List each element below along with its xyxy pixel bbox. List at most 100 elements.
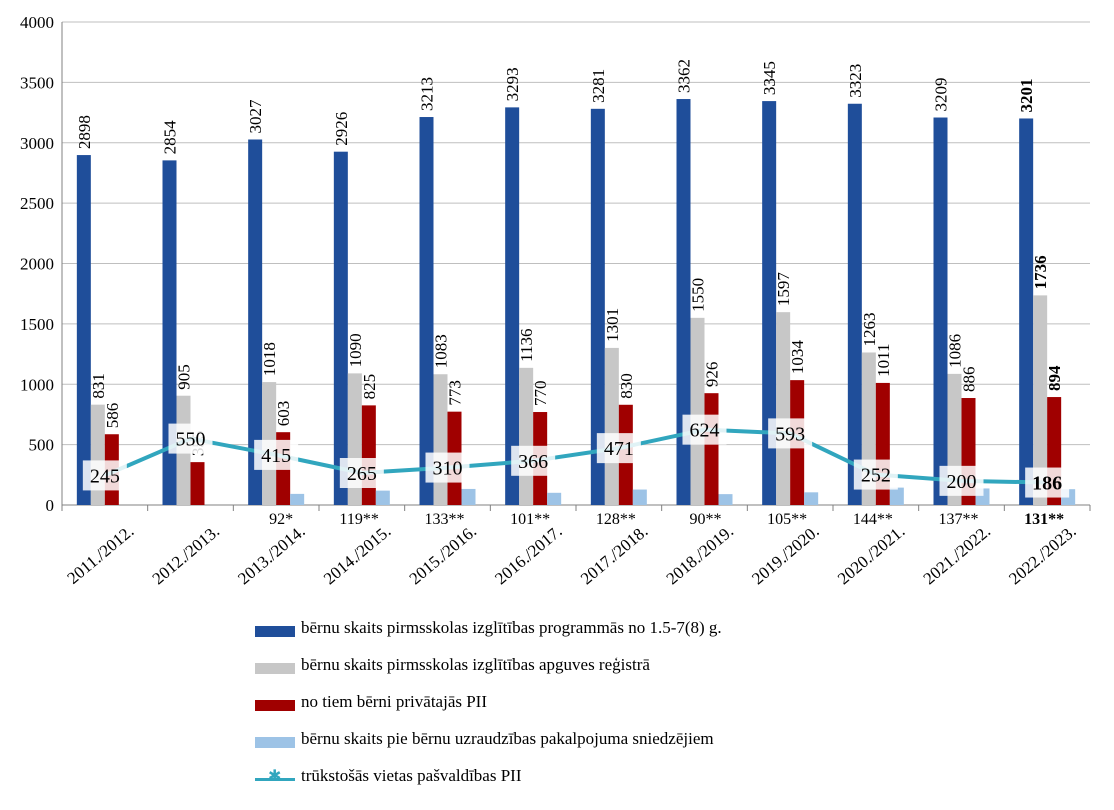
line-label-box — [168, 423, 213, 454]
data-label-series-4: 128** — [596, 511, 636, 528]
bar-series-1 — [505, 107, 520, 506]
line-data-label: 593 — [775, 423, 805, 445]
line-label-box — [511, 445, 556, 476]
y-tick-label: 3000 — [20, 134, 54, 153]
legend-line-series-5 — [255, 778, 295, 781]
bar-series-1 — [933, 117, 948, 506]
line-data-label: 186 — [1032, 473, 1062, 495]
x-category-label: 2013./2014. — [234, 522, 308, 589]
data-label-series-3: 830 — [617, 373, 636, 399]
line-data-label: 471 — [604, 438, 634, 460]
line-label-box — [82, 460, 127, 491]
x-category-label: 2021./2022. — [920, 522, 994, 589]
data-label-series-2: 1301 — [603, 308, 622, 342]
legend-swatch-series-1 — [255, 626, 295, 637]
y-tick-label: 500 — [29, 436, 55, 455]
bar-series-2 — [604, 347, 619, 505]
data-label-series-2: 905 — [175, 364, 194, 390]
line-label-box — [339, 458, 384, 489]
data-label-series-3: 603 — [274, 401, 293, 427]
bar-series-3 — [704, 393, 719, 505]
line-label-box — [682, 414, 727, 445]
data-label-series-2: 831 — [89, 373, 108, 399]
y-tick-label: 2500 — [20, 194, 54, 213]
bar-series-4 — [718, 494, 733, 505]
line-data-label: 415 — [261, 445, 291, 467]
x-category-label: 2020./2021. — [834, 522, 908, 589]
bar-series-4 — [804, 492, 819, 505]
data-label-series-1: 2926 — [332, 112, 351, 146]
data-label-series-4: 92* — [269, 511, 293, 528]
bar-series-1 — [1019, 118, 1034, 505]
line-label-box — [853, 459, 898, 490]
data-label-series-2: 1597 — [774, 272, 793, 307]
data-label-series-2: 1086 — [946, 334, 965, 368]
data-label-series-2: 1736 — [1031, 255, 1050, 289]
data-label-series-3: 773 — [446, 380, 465, 406]
bar-series-2 — [776, 312, 791, 505]
line-label-box — [254, 439, 299, 470]
bar-series-1 — [590, 108, 605, 506]
bar-series-4 — [290, 493, 305, 505]
x-category-label: 2016./2017. — [491, 522, 565, 589]
legend-label-series-3: no tiem bērni privātajās PII — [301, 692, 488, 711]
data-label-series-4: 144** — [853, 511, 893, 528]
bar-series-1 — [676, 99, 691, 505]
data-label-series-4: 133** — [425, 511, 465, 528]
data-label-series-1: 3201 — [1017, 78, 1036, 112]
x-category-label: 2011./2012. — [63, 522, 137, 588]
bar-series-4 — [461, 488, 476, 505]
legend-label-series-5: trūkstošās vietas pašvaldības PII — [301, 766, 522, 785]
bar-series-1 — [333, 151, 348, 506]
bar-series-3 — [190, 462, 205, 505]
line-data-label: 200 — [947, 471, 977, 493]
data-label-series-4: 105** — [767, 511, 807, 528]
bar-series-4 — [547, 492, 562, 505]
legend-swatch-series-2 — [255, 663, 295, 674]
legend-label-series-1: bērnu skaits pirmsskolas izglītības prog… — [301, 618, 722, 637]
legend-swatch-series-3 — [255, 700, 295, 711]
legend-label-series-4: bērnu skaits pie bērnu uzraudzības pakal… — [301, 729, 714, 748]
data-label-series-1: 3027 — [246, 99, 265, 134]
data-label-series-1: 3362 — [675, 59, 694, 93]
y-tick-label: 1500 — [20, 315, 54, 334]
data-label-series-3: 1011 — [874, 344, 893, 377]
bar-series-1 — [419, 117, 434, 506]
data-label-series-4: 101** — [510, 511, 550, 528]
data-label-series-1: 2898 — [75, 115, 94, 149]
y-tick-label: 4000 — [20, 13, 54, 32]
data-label-series-2: 1263 — [860, 312, 879, 346]
data-label-series-1: 3281 — [589, 69, 608, 103]
line-data-label: 310 — [433, 458, 463, 480]
y-tick-label: 1000 — [20, 375, 54, 394]
data-label-series-4: 119** — [339, 511, 378, 528]
x-category-label: 2019./2020. — [748, 522, 822, 589]
data-label-series-3: 825 — [360, 374, 379, 400]
bar-series-1 — [76, 155, 91, 505]
bar-series-2 — [690, 317, 705, 505]
bar-series-3 — [361, 405, 376, 505]
data-label-series-1: 3323 — [846, 64, 865, 98]
bar-series-4 — [632, 489, 647, 505]
data-label-series-1: 3345 — [760, 61, 779, 95]
line-label-box — [425, 452, 470, 483]
data-label-series-2: 1083 — [432, 334, 451, 368]
data-label-series-3: 894 — [1045, 365, 1064, 391]
line-data-label: 265 — [347, 463, 377, 485]
data-label-series-1: 2854 — [161, 120, 180, 155]
data-label-series-3: 586 — [103, 403, 122, 429]
data-label-series-3: 770 — [531, 381, 550, 407]
x-category-label: 2015./2016. — [406, 522, 480, 589]
data-label-series-3: 886 — [960, 367, 979, 393]
data-label-series-1: 3293 — [503, 67, 522, 101]
data-label-series-1: 3209 — [932, 78, 951, 112]
line-label-box — [939, 465, 984, 496]
x-category-label: 2012./2013. — [149, 522, 223, 589]
x-category-label: 2017./2018. — [577, 522, 651, 589]
data-label-series-2: 1136 — [517, 328, 536, 361]
data-label-series-1: 3213 — [418, 77, 437, 111]
bar-series-1 — [847, 103, 862, 506]
bar-series-1 — [762, 101, 777, 505]
data-label-series-2: 1018 — [260, 342, 279, 376]
data-label-series-2: 1090 — [346, 333, 365, 367]
